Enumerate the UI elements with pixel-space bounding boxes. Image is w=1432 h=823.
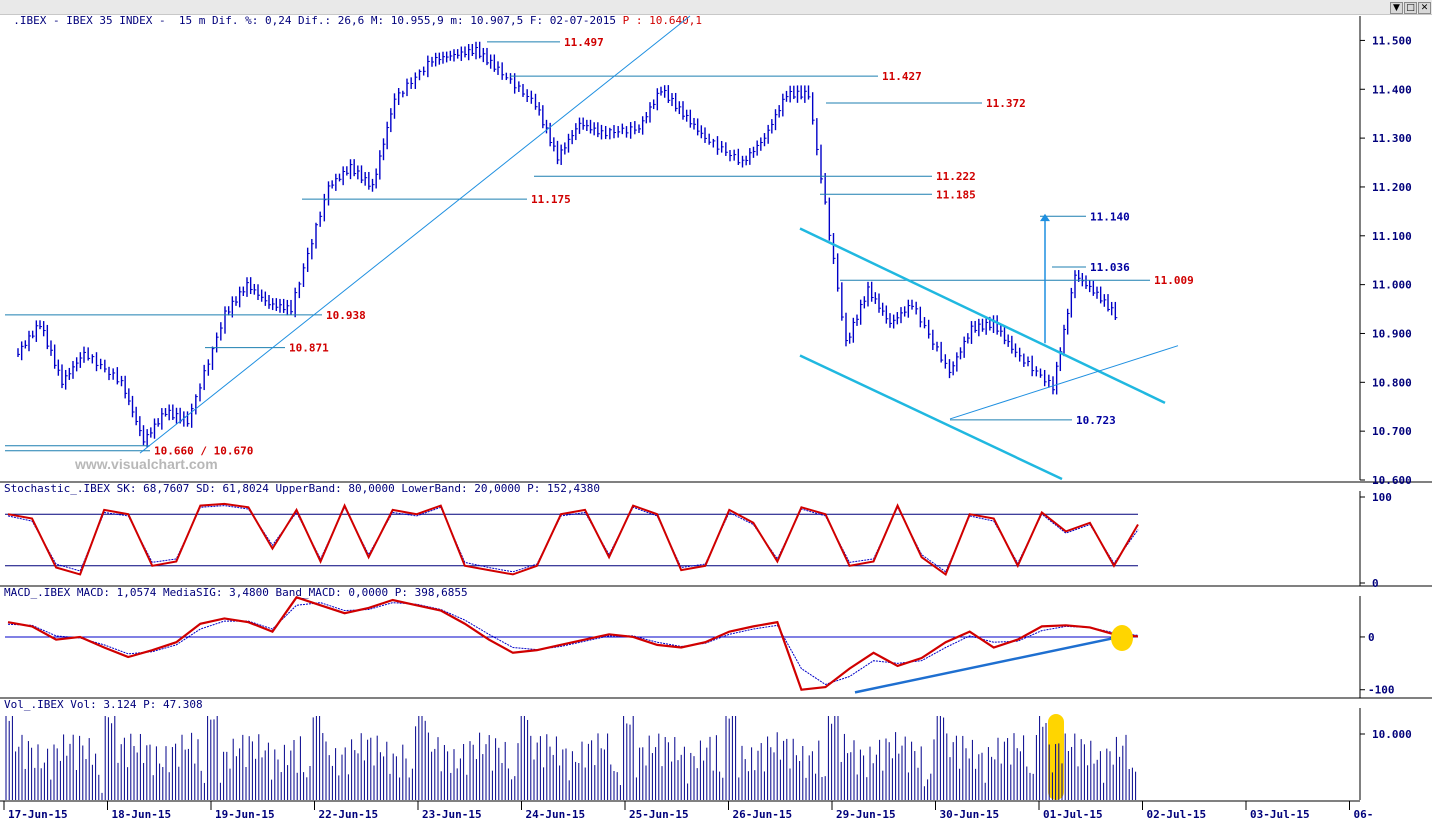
y-tick-label: 11.400 — [1372, 83, 1412, 96]
y-tick-label: 11.300 — [1372, 132, 1412, 145]
support-trendline — [139, 15, 691, 454]
level-label: 11.497 — [564, 36, 604, 49]
x-tick-label: 23-Jun-15 — [422, 808, 482, 821]
macd-line — [7, 596, 1139, 691]
y-tick-label: 100 — [1372, 491, 1392, 504]
volume-title: Vol_.IBEX Vol: 3.124 P: 47.308 — [4, 698, 203, 711]
x-tick-label: 06- — [1354, 808, 1374, 821]
target-arrow-head — [1040, 213, 1050, 222]
x-tick-label: 19-Jun-15 — [215, 808, 275, 821]
macd-title: MACD_.IBEX MACD: 1,0574 MediaSIG: 3,4800… — [4, 586, 468, 599]
minimize-icon[interactable]: ▼ — [1390, 2, 1403, 14]
x-tick-label: 02-Jul-15 — [1147, 808, 1207, 821]
y-tick-label: 10.700 — [1372, 425, 1412, 438]
x-tick-label: 30-Jun-15 — [940, 808, 1000, 821]
y-tick-label: 10.600 — [1372, 474, 1412, 487]
level-label: 10.723 — [1076, 414, 1116, 427]
watermark: www.visualchart.com — [75, 456, 218, 472]
rising-trendline — [949, 345, 1179, 420]
stochastic-title: Stochastic_.IBEX SK: 68,7607 SD: 61,8024… — [4, 482, 600, 495]
y-tick-label: 11.100 — [1372, 230, 1412, 243]
header-name: IBEX 35 INDEX — [66, 14, 153, 27]
window-title-bar — [0, 0, 1432, 15]
level-label: 11.222 — [936, 170, 976, 183]
macd-signal-line — [7, 602, 1139, 685]
y-tick-label: 11.200 — [1372, 181, 1412, 194]
macd-trendline — [854, 633, 1133, 694]
y-tick-label: 10.000 — [1372, 728, 1412, 741]
y-tick-label: 0 — [1368, 631, 1375, 644]
stoch-sk-line — [7, 502, 1139, 576]
channel-lower-line — [799, 354, 1063, 481]
y-tick-label: 11.000 — [1372, 279, 1412, 292]
x-tick-label: 24-Jun-15 — [526, 808, 586, 821]
channel-upper-line — [799, 227, 1166, 404]
level-label: 10.660 / 10.670 — [154, 445, 253, 458]
macd-highlight — [1111, 625, 1133, 651]
header-timeframe: 15 m — [178, 14, 206, 27]
x-tick-label: 26-Jun-15 — [733, 808, 793, 821]
x-tick-label: 17-Jun-15 — [8, 808, 68, 821]
x-tick-label: 18-Jun-15 — [112, 808, 172, 821]
header-symbol: .IBEX — [13, 14, 47, 27]
level-label: 11.427 — [882, 70, 922, 83]
level-label: 11.140 — [1090, 210, 1130, 223]
x-tick-label: 29-Jun-15 — [836, 808, 896, 821]
x-tick-label: 22-Jun-15 — [319, 808, 379, 821]
chart-header: .IBEX - IBEX 35 INDEX - 15 m Dif. %: 0,2… — [13, 14, 703, 27]
y-tick-label: 0 — [1372, 577, 1379, 590]
level-label: 11.185 — [936, 188, 976, 201]
y-tick-label: 11.500 — [1372, 34, 1412, 47]
maximize-icon[interactable]: □ — [1404, 2, 1417, 14]
level-label: 10.871 — [289, 342, 329, 355]
x-tick-label: 01-Jul-15 — [1043, 808, 1103, 821]
y-tick-label: 10.800 — [1372, 376, 1412, 389]
level-label: 11.175 — [531, 193, 571, 206]
header-info: Dif. %: 0,24 Dif.: 26,6 M: 10.955,9 m: 1… — [211, 14, 616, 27]
level-label: 11.372 — [986, 97, 1026, 110]
level-label: 11.009 — [1154, 274, 1194, 287]
x-tick-label: 25-Jun-15 — [629, 808, 689, 821]
y-tick-label: -100 — [1368, 684, 1395, 697]
y-tick-label: 10.900 — [1372, 327, 1412, 340]
level-label: 10.938 — [326, 309, 366, 322]
level-label: 11.036 — [1090, 261, 1130, 274]
x-tick-label: 03-Jul-15 — [1250, 808, 1310, 821]
close-icon[interactable]: ✕ — [1418, 2, 1431, 14]
